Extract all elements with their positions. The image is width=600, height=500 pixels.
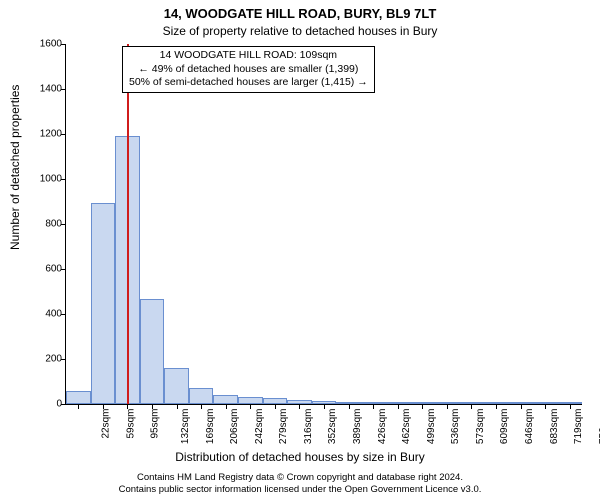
x-tick-label: 536sqm <box>450 409 461 445</box>
y-axis-label: Number of detached properties <box>8 85 22 250</box>
y-tick-mark <box>61 314 66 315</box>
x-tick-mark <box>447 404 448 409</box>
x-tick-label: 352sqm <box>328 409 339 445</box>
x-tick-mark <box>152 404 153 409</box>
x-tick-label: 132sqm <box>180 409 191 445</box>
x-tick-mark <box>177 404 178 409</box>
credit-line: Contains HM Land Registry data © Crown c… <box>137 472 463 483</box>
x-tick-mark <box>103 404 104 409</box>
histogram-bar <box>140 299 165 404</box>
x-tick-mark <box>324 404 325 409</box>
x-tick-label: 95sqm <box>150 409 161 439</box>
x-tick-mark <box>299 404 300 409</box>
y-tick-label: 600 <box>28 264 62 275</box>
y-tick-label: 1600 <box>28 39 62 50</box>
y-tick-label: 1200 <box>28 129 62 140</box>
marker-line <box>127 44 129 404</box>
y-tick-label: 400 <box>28 309 62 320</box>
histogram-bar <box>213 395 238 404</box>
x-tick-mark <box>570 404 571 409</box>
y-tick-mark <box>61 269 66 270</box>
chart-container: 14, WOODGATE HILL ROAD, BURY, BL9 7LT Si… <box>0 0 600 500</box>
x-tick-label: 609sqm <box>500 409 511 445</box>
y-tick-label: 200 <box>28 354 62 365</box>
y-tick-label: 1400 <box>28 84 62 95</box>
y-tick-mark <box>61 134 66 135</box>
credit-line: Contains public sector information licen… <box>119 484 482 495</box>
y-tick-mark <box>61 359 66 360</box>
annotation-box: 14 WOODGATE HILL ROAD: 109sqm ← 49% of d… <box>122 46 375 93</box>
histogram-bar <box>66 391 91 405</box>
y-tick-mark <box>61 44 66 45</box>
x-tick-mark <box>201 404 202 409</box>
x-tick-mark <box>496 404 497 409</box>
x-tick-mark <box>373 404 374 409</box>
x-tick-mark <box>398 404 399 409</box>
x-tick-mark <box>545 404 546 409</box>
x-tick-mark <box>422 404 423 409</box>
chart-subtitle: Size of property relative to detached ho… <box>0 24 600 38</box>
x-tick-label: 242sqm <box>254 409 265 445</box>
y-tick-label: 800 <box>28 219 62 230</box>
x-tick-label: 426sqm <box>377 409 388 445</box>
x-tick-mark <box>78 404 79 409</box>
credit-text: Contains HM Land Registry data © Crown c… <box>0 472 600 496</box>
y-tick-mark <box>61 89 66 90</box>
x-tick-label: 279sqm <box>278 409 289 445</box>
histogram-bar <box>91 203 116 404</box>
y-tick-label: 0 <box>28 399 62 410</box>
histogram-bar <box>189 388 214 404</box>
y-tick-label: 1000 <box>28 174 62 185</box>
histogram-bar <box>238 397 263 404</box>
x-tick-label: 22sqm <box>101 409 112 439</box>
x-tick-label: 389sqm <box>352 409 363 445</box>
x-tick-label: 462sqm <box>401 409 412 445</box>
x-tick-label: 499sqm <box>426 409 437 445</box>
x-tick-mark <box>226 404 227 409</box>
x-tick-label: 719sqm <box>573 409 584 445</box>
annotation-line: ← 49% of detached houses are smaller (1,… <box>129 63 368 77</box>
chart-title: 14, WOODGATE HILL ROAD, BURY, BL9 7LT <box>0 6 600 21</box>
annotation-line: 14 WOODGATE HILL ROAD: 109sqm <box>129 49 368 63</box>
x-axis-label: Distribution of detached houses by size … <box>0 450 600 464</box>
annotation-line: 50% of semi-detached houses are larger (… <box>129 76 368 90</box>
x-tick-label: 573sqm <box>475 409 486 445</box>
histogram-bar <box>164 368 189 404</box>
x-tick-label: 169sqm <box>205 409 216 445</box>
x-tick-label: 646sqm <box>524 409 535 445</box>
x-tick-mark <box>275 404 276 409</box>
plot-area: 0200400600800100012001400160022sqm59sqm9… <box>65 44 582 405</box>
y-tick-mark <box>61 404 66 405</box>
x-tick-label: 206sqm <box>229 409 240 445</box>
x-tick-label: 59sqm <box>125 409 136 439</box>
x-tick-mark <box>349 404 350 409</box>
y-tick-mark <box>61 179 66 180</box>
y-tick-mark <box>61 224 66 225</box>
x-tick-mark <box>127 404 128 409</box>
x-tick-label: 683sqm <box>549 409 560 445</box>
x-tick-mark <box>250 404 251 409</box>
x-tick-mark <box>521 404 522 409</box>
x-tick-mark <box>471 404 472 409</box>
x-tick-label: 316sqm <box>303 409 314 445</box>
